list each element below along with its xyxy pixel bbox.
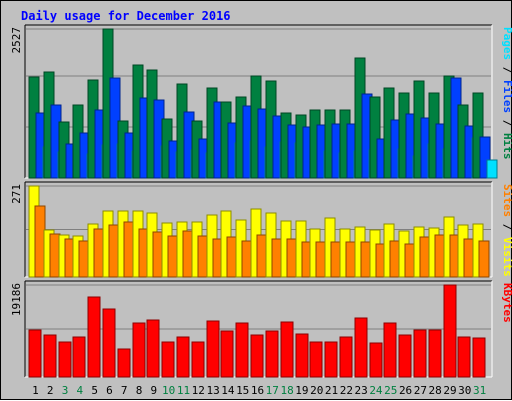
bar-kbytes-day-25 <box>383 322 397 378</box>
bar-kbytes-day-17 <box>265 330 279 378</box>
bar-kbytes-day-16 <box>250 334 264 378</box>
bar-hits-day-31 <box>472 92 484 179</box>
bar-kbytes-day-10 <box>161 341 175 378</box>
bar-kbytes-day-14 <box>220 330 234 378</box>
bar-kbytes-day-12 <box>191 341 205 378</box>
x-tick-label-day-21: 21 <box>325 384 338 397</box>
x-tick-label-day-18: 18 <box>280 384 293 397</box>
x-tick-label-day-8: 8 <box>136 384 143 397</box>
bar-kbytes-day-4 <box>72 336 86 378</box>
x-tick-label-day-9: 9 <box>151 384 158 397</box>
bar-kbytes-day-9 <box>146 319 160 378</box>
y-max-label: 19186 <box>10 283 23 316</box>
x-tick-label-day-16: 16 <box>251 384 264 397</box>
bar-kbytes-day-15 <box>235 322 249 378</box>
bar-kbytes-day-18 <box>280 321 294 378</box>
x-tick-label-day-4: 4 <box>77 384 84 397</box>
x-tick-label-day-11: 11 <box>177 384 190 397</box>
x-tick-label-day-27: 27 <box>414 384 427 397</box>
bar-files-day-31 <box>479 136 491 179</box>
x-tick-label-day-26: 26 <box>399 384 412 397</box>
bar-kbytes-day-28 <box>428 329 442 378</box>
bar-kbytes-day-27 <box>413 329 427 378</box>
legend-item-kbytes: KBytes <box>501 283 512 323</box>
bar-kbytes-day-3 <box>58 341 72 378</box>
x-tick-label-day-31: 31 <box>473 384 486 397</box>
x-tick-label-day-1: 1 <box>32 384 39 397</box>
bar-kbytes-day-23 <box>354 317 368 378</box>
bar-kbytes-day-19 <box>295 333 309 378</box>
x-tick-label-day-24: 24 <box>369 384 383 397</box>
x-tick-label-day-17: 17 <box>266 384 279 397</box>
x-tick-label-day-2: 2 <box>47 384 54 397</box>
bar-kbytes-day-11 <box>176 336 190 378</box>
y-max-label: 2527 <box>10 27 23 54</box>
bar-kbytes-day-8 <box>132 322 146 378</box>
bar-kbytes-day-5 <box>87 296 101 378</box>
chart-title: Daily usage for December 2016 <box>21 9 231 23</box>
x-tick-label-day-28: 28 <box>429 384 442 397</box>
legend-visits-sites: Sites / Visits <box>501 184 512 277</box>
bar-kbytes-day-24 <box>369 342 383 378</box>
legend-separator: / <box>501 113 512 133</box>
x-tick-label-day-6: 6 <box>106 384 113 397</box>
x-tick-label-day-7: 7 <box>121 384 128 397</box>
bar-hits-day-24 <box>369 96 381 179</box>
x-tick-label-day-5: 5 <box>91 384 98 397</box>
legend-kbytes: KBytes <box>501 283 512 323</box>
bar-kbytes-day-1 <box>28 329 42 378</box>
bar-kbytes-day-26 <box>398 334 412 378</box>
x-tick-label-day-15: 15 <box>236 384 249 397</box>
legend-hits-files-pages: Pages / Files / Hits <box>501 27 512 160</box>
x-tick-label-day-13: 13 <box>206 384 219 397</box>
legend-separator: / <box>501 60 512 80</box>
x-tick-label-day-20: 20 <box>310 384 323 397</box>
x-tick-label-day-30: 30 <box>458 384 471 397</box>
bar-kbytes-day-13 <box>206 320 220 378</box>
bar-kbytes-day-29 <box>443 284 457 378</box>
x-tick-label-day-3: 3 <box>62 384 69 397</box>
bar-kbytes-day-21 <box>324 341 338 378</box>
x-tick-label-day-12: 12 <box>192 384 205 397</box>
bar-kbytes-day-31 <box>472 337 486 378</box>
legend-separator: / <box>501 217 512 237</box>
x-tick-label-day-23: 23 <box>355 384 368 397</box>
legend-item-hits: Hits <box>501 133 512 160</box>
bar-kbytes-day-6 <box>102 308 116 378</box>
bar-kbytes-day-30 <box>457 336 471 378</box>
bar-kbytes-day-22 <box>339 336 353 378</box>
x-tick-label-day-14: 14 <box>221 384 235 397</box>
bar-kbytes-day-7 <box>117 348 131 378</box>
bar-pages-day-31 <box>486 159 498 179</box>
y-max-label: 271 <box>10 184 23 204</box>
legend-item-sites: Sites <box>501 184 512 217</box>
legend-item-files: Files <box>501 80 512 113</box>
legend-item-pages: Pages <box>501 27 512 60</box>
x-tick-label-day-25: 25 <box>384 384 397 397</box>
bar-kbytes-day-20 <box>309 341 323 378</box>
bar-kbytes-day-2 <box>43 334 57 378</box>
bar-sites-day-31 <box>478 240 490 278</box>
x-tick-label-day-19: 19 <box>295 384 308 397</box>
x-tick-label-day-10: 10 <box>162 384 175 397</box>
x-tick-label-day-22: 22 <box>340 384 353 397</box>
x-tick-label-day-29: 29 <box>443 384 456 397</box>
legend-item-visits: Visits <box>501 237 512 277</box>
